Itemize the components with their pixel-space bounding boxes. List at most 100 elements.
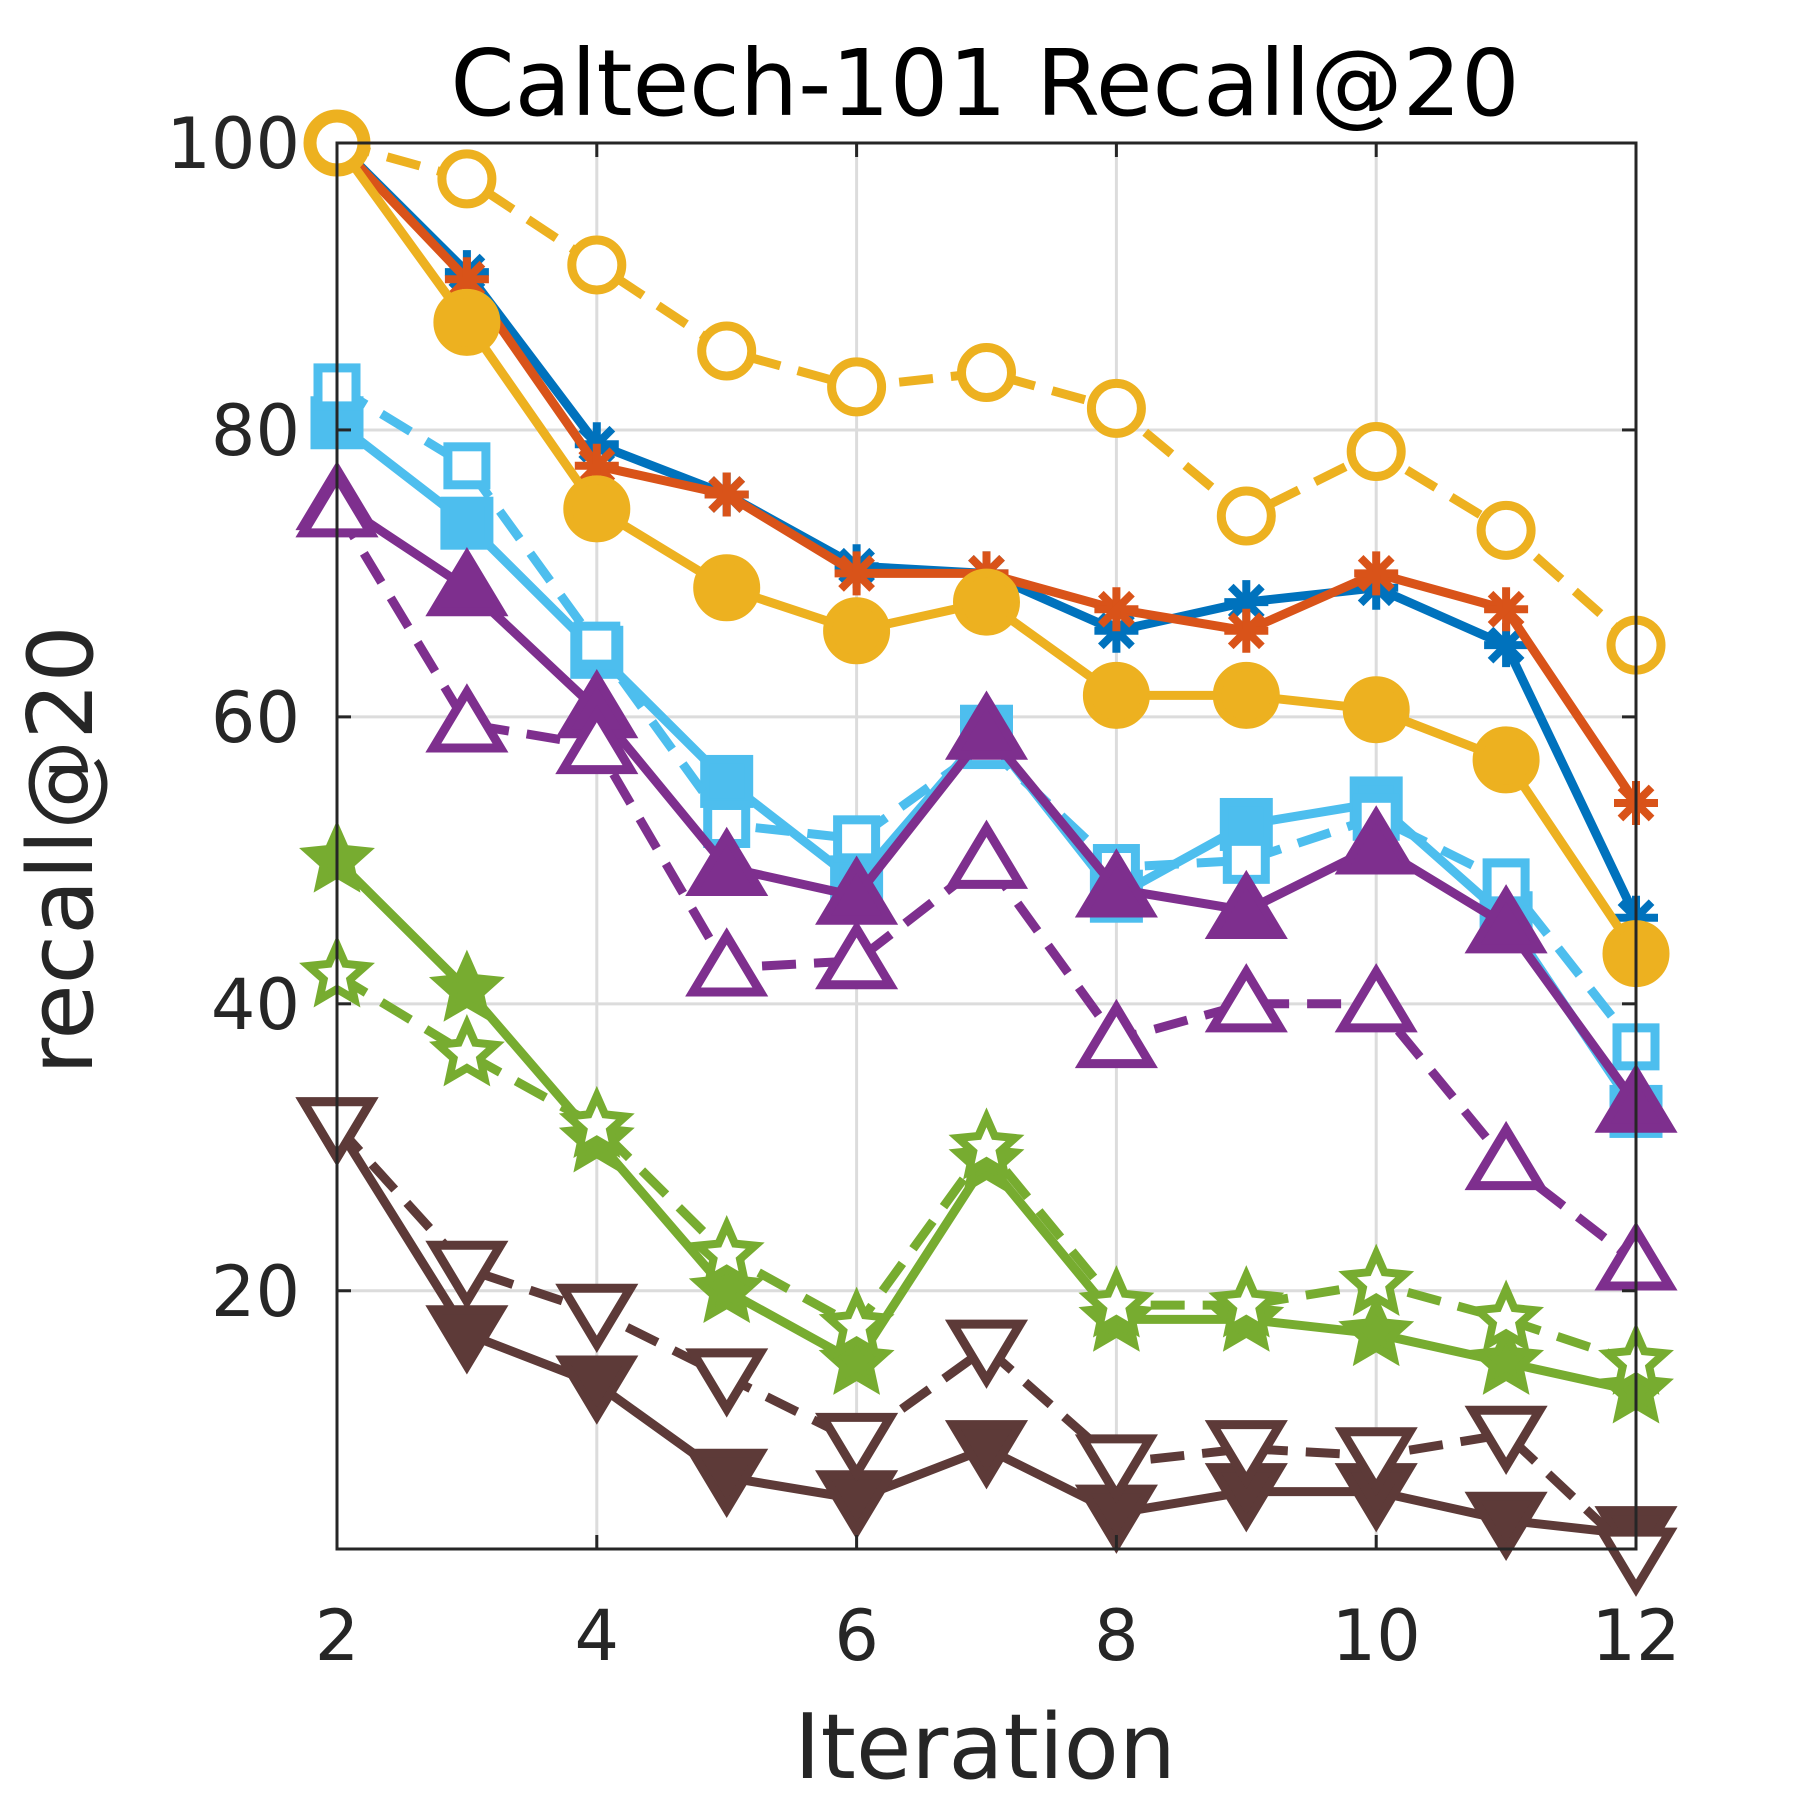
- data-point: [428, 1014, 505, 1087]
- star-marker: [1468, 1279, 1545, 1352]
- y-tick-label: 20: [211, 1251, 300, 1333]
- circle-marker: [1342, 676, 1410, 744]
- asterisk-marker: [448, 260, 486, 298]
- series-9: [299, 935, 1674, 1395]
- data-point: [1476, 500, 1536, 560]
- data-point: [437, 149, 497, 209]
- data-point: [1464, 884, 1548, 954]
- triangle-down-marker: [1074, 1434, 1158, 1504]
- data-point: [433, 288, 501, 356]
- data-point: [1204, 1420, 1288, 1490]
- triangle-up-marker: [425, 683, 509, 753]
- star-marker: [948, 1107, 1025, 1180]
- data-point: [425, 1240, 509, 1310]
- triangle-up-marker: [815, 920, 899, 990]
- data-point: [555, 1355, 639, 1425]
- data-point: [1334, 1427, 1418, 1497]
- data-point: [834, 551, 879, 596]
- data-point: [573, 621, 621, 669]
- circle-marker: [953, 568, 1020, 636]
- triangle-down-marker: [685, 1348, 769, 1418]
- y-tick-label: 60: [211, 677, 300, 759]
- triangle-up-marker: [1074, 998, 1158, 1069]
- y-tick-label: 100: [166, 103, 300, 185]
- data-point: [1078, 1265, 1155, 1338]
- asterisk-marker: [1357, 555, 1395, 592]
- data-point: [428, 949, 505, 1022]
- data-point: [685, 1448, 769, 1519]
- star-marker: [1078, 1265, 1155, 1338]
- data-point: [1338, 1243, 1415, 1316]
- circle-marker: [567, 235, 627, 295]
- data-point: [944, 1420, 1029, 1490]
- data-point: [944, 690, 1029, 760]
- data-point: [1338, 1293, 1415, 1367]
- data-point: [1204, 963, 1288, 1033]
- data-point: [443, 442, 491, 490]
- data-point: [944, 1319, 1029, 1389]
- asterisk-marker: [838, 555, 875, 592]
- data-point: [704, 472, 749, 517]
- triangle-down-marker: [944, 1319, 1029, 1389]
- data-point: [1464, 1120, 1548, 1191]
- circle-marker: [437, 149, 497, 209]
- x-tick-label: 8: [1094, 1595, 1139, 1677]
- triangle-up-marker: [1464, 1120, 1548, 1191]
- data-point: [574, 443, 619, 488]
- triangle-up-marker: [555, 704, 639, 775]
- triangle-up-marker: [1204, 869, 1288, 940]
- data-point: [1074, 998, 1158, 1069]
- square-marker: [440, 496, 494, 550]
- x-axis-label: Iteration: [794, 1695, 1176, 1800]
- data-point: [1074, 1434, 1158, 1504]
- data-point: [815, 1412, 899, 1483]
- star-marker: [688, 1214, 765, 1288]
- circle-marker: [563, 475, 631, 543]
- data-point: [944, 819, 1029, 889]
- data-point: [1484, 623, 1529, 668]
- square-marker: [573, 621, 621, 669]
- triangle-up-marker: [685, 826, 769, 897]
- triangle-up-marker: [1074, 848, 1158, 918]
- triangle-down-marker: [1334, 1427, 1418, 1497]
- triangle-down-marker: [555, 1355, 639, 1425]
- circle-marker: [697, 321, 757, 381]
- triangle-down-marker: [815, 1412, 899, 1483]
- asterisk-marker: [1227, 612, 1265, 650]
- data-point: [563, 475, 631, 543]
- series-line: [333, 506, 1639, 1266]
- data-point: [1464, 1491, 1548, 1562]
- star-marker: [818, 1286, 895, 1359]
- ticks-layer: 2 4 6 8 10 12 20 40 60 80 100: [166, 103, 1680, 1677]
- data-point: [1346, 421, 1406, 481]
- circle-marker: [1086, 378, 1146, 438]
- data-point: [1208, 1265, 1285, 1338]
- y-tick-label: 80: [211, 390, 300, 472]
- triangle-up-marker: [1464, 884, 1548, 954]
- data-point: [957, 343, 1016, 403]
- data-point: [823, 597, 891, 665]
- triangle-down-marker: [555, 1283, 639, 1354]
- triangle-down-marker: [685, 1448, 769, 1519]
- data-point: [685, 927, 769, 997]
- triangle-up-marker: [1334, 963, 1418, 1033]
- triangle-up-marker: [425, 547, 509, 617]
- data-point: [440, 496, 494, 550]
- series-line: [335, 138, 1639, 649]
- data-point: [1216, 486, 1276, 546]
- x-tick-label: 6: [834, 1595, 879, 1677]
- data-point: [953, 568, 1020, 636]
- data-point: [1074, 848, 1158, 918]
- circle-marker: [1472, 726, 1540, 794]
- y-tick-label: 40: [211, 964, 300, 1046]
- data-point: [685, 826, 769, 897]
- data-point: [1468, 1279, 1545, 1352]
- triangle-up-marker: [944, 690, 1029, 760]
- data-point: [1082, 661, 1150, 729]
- asterisk-marker: [1487, 626, 1525, 664]
- data-point: [558, 1085, 635, 1158]
- circle-marker: [1082, 661, 1150, 729]
- x-tick-label: 12: [1591, 1595, 1680, 1677]
- plot-frame: [335, 141, 1638, 1551]
